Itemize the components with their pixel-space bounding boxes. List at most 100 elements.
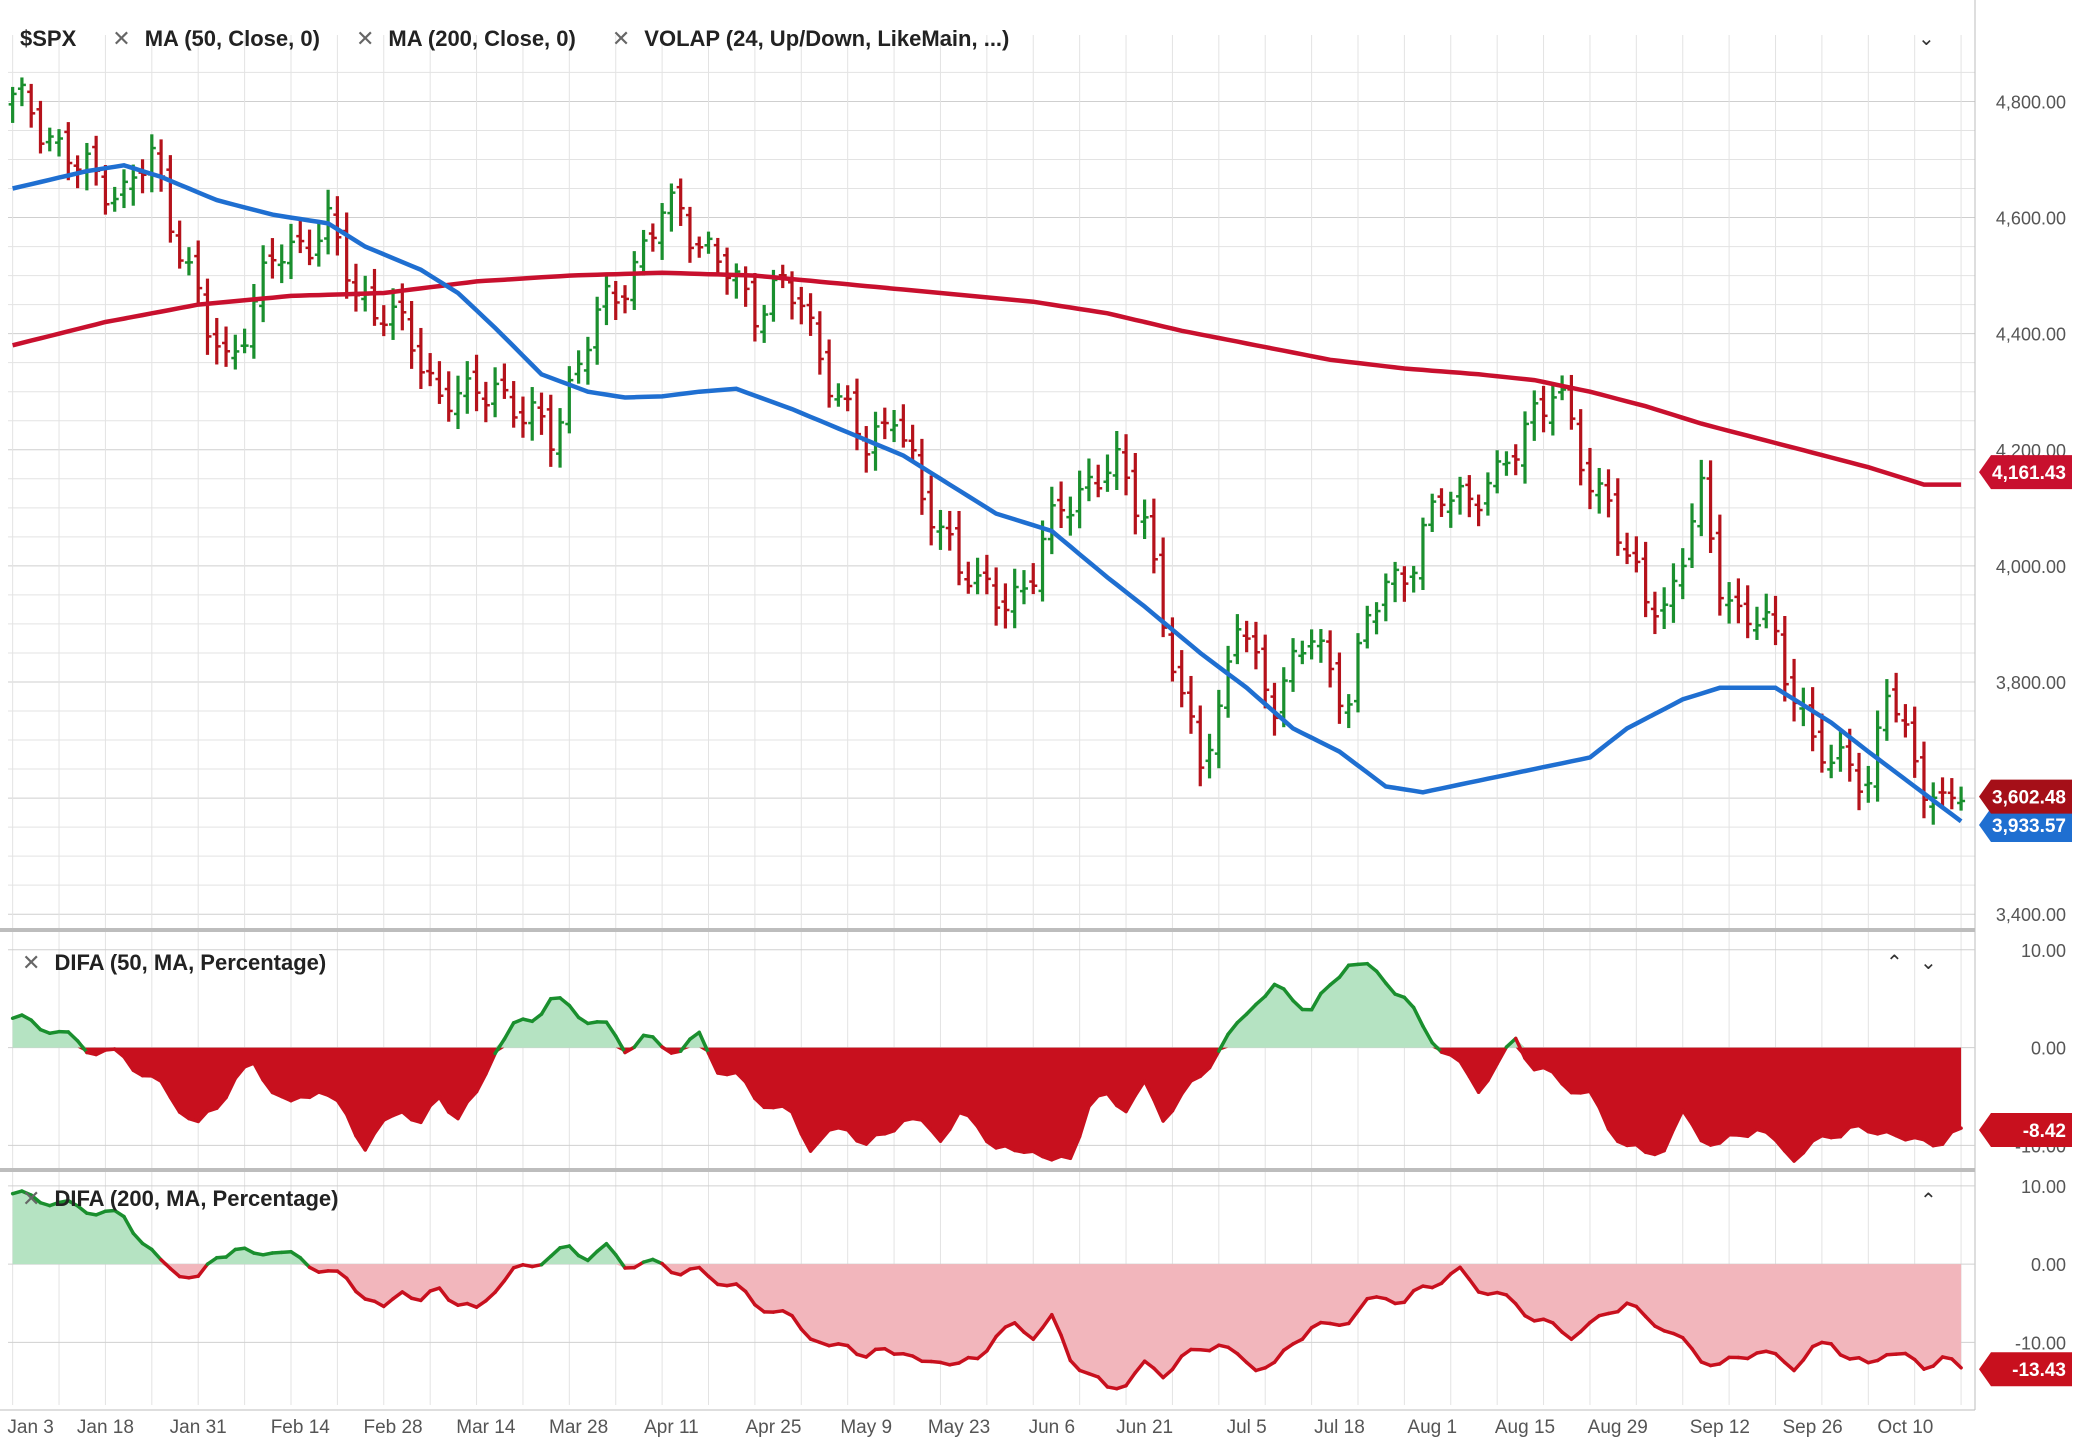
ma50-value-tag-text: 3,933.57 <box>1992 816 2066 837</box>
difa50-line-segment <box>1680 1108 1694 1126</box>
difa200-line-segment <box>131 1231 145 1246</box>
difa50-line-segment <box>419 1103 432 1125</box>
difa200-line-segment <box>75 1204 89 1215</box>
chevron-up-icon[interactable]: ⌃ <box>1886 952 1903 974</box>
y-tick-label: 10.00 <box>2021 1177 2066 1197</box>
x-tick-label: Feb 14 <box>271 1417 331 1438</box>
difa50-line-segment <box>1857 1123 1871 1134</box>
close-icon[interactable]: ✕ <box>611 26 631 51</box>
difa200-line-segment <box>150 1247 163 1262</box>
x-tick-label: Jul 5 <box>1227 1417 1267 1438</box>
difa200-line-segment <box>734 1282 748 1294</box>
difa50-line-segment <box>1105 1091 1119 1108</box>
difa50-line-segment <box>112 1047 126 1059</box>
difa50-line-segment <box>1152 1097 1165 1123</box>
x-tick-label: May 9 <box>840 1417 892 1438</box>
difa50-line-segment <box>892 1118 906 1133</box>
difa50-line-segment <box>233 1065 247 1080</box>
difa200-line-segment <box>1235 1351 1249 1365</box>
difa200-line-segment <box>1551 1321 1564 1334</box>
difa200-line-segment <box>1560 1330 1574 1341</box>
difa200-line-segment <box>864 1347 878 1359</box>
difa200-line-segment <box>446 1298 460 1307</box>
difa200-line-segment <box>168 1266 182 1279</box>
x-tick-label: Sep 26 <box>1783 1417 1843 1438</box>
difa50-line-segment <box>1783 1149 1796 1163</box>
difa50-line-segment <box>1810 1133 1824 1143</box>
ma200-legend-label[interactable]: MA (200, Close, 0) <box>388 26 576 51</box>
difa50-line-segment <box>1207 1049 1221 1070</box>
difa50-line-segment <box>1690 1122 1704 1143</box>
difa200-line-segment <box>289 1249 303 1260</box>
chevron-down-icon[interactable]: ⌄ <box>1918 28 1935 50</box>
chevron-up-icon[interactable]: ⌃ <box>1920 1190 1937 1212</box>
difa200-line-segment <box>910 1354 924 1363</box>
difa50-line-segment <box>1662 1127 1676 1153</box>
difa50-line-segment <box>1411 1005 1425 1028</box>
difa200-line-segment <box>29 1193 43 1205</box>
close-icon[interactable]: ✕ <box>112 26 131 51</box>
difa50-line-segment <box>678 1037 692 1053</box>
difa200-line-segment <box>66 1198 80 1208</box>
difa50-line-segment <box>456 1100 470 1121</box>
difa50-line-segment <box>1718 1133 1731 1145</box>
difa50-line-segment <box>29 1018 43 1032</box>
difa200-line-segment <box>1467 1277 1481 1294</box>
difa200-line-segment <box>372 1299 386 1309</box>
difa200-line-segment <box>196 1262 210 1278</box>
difa50-line-segment <box>576 1015 590 1026</box>
difa200-line-segment <box>743 1289 757 1307</box>
difa50-line-segment <box>1179 1079 1193 1096</box>
difa50-line-segment <box>400 1110 414 1122</box>
close-icon[interactable]: ✕ <box>355 26 375 51</box>
close-icon[interactable]: ✕ <box>22 950 41 975</box>
difa50-line-segment <box>1597 1105 1611 1131</box>
volap-legend-label[interactable]: VOLAP (24, Up/Down, LikeMain, ...) <box>644 26 1010 51</box>
difa50-line-segment <box>1328 975 1342 987</box>
difa50-line-segment <box>660 1045 674 1055</box>
difa200-line-segment <box>1142 1359 1156 1371</box>
difa50-line-segment <box>567 1003 581 1020</box>
x-tick-label: Feb 28 <box>363 1417 422 1438</box>
difa200-line-segment <box>140 1241 154 1252</box>
difa200-line-segment <box>1152 1366 1165 1380</box>
difa50-value-text: -8.42 <box>2023 1121 2066 1142</box>
difa50-line-segment <box>307 1090 321 1100</box>
difa50-label: DIFA (50, MA, Percentage) <box>54 950 327 975</box>
difa200-line-segment <box>1523 1313 1537 1323</box>
chevron-down-icon[interactable]: ⌄ <box>1920 952 1937 974</box>
difa50-line-segment <box>446 1110 460 1121</box>
last-price-tag-text: 3,602.48 <box>1992 788 2066 809</box>
difa200-line-segment <box>474 1299 488 1309</box>
difa200-line-segment <box>1634 1304 1648 1319</box>
difa200-line-segment <box>697 1265 711 1279</box>
difa50-line-segment <box>196 1109 210 1124</box>
difa200-line-segment <box>1161 1367 1175 1380</box>
difa200-line-segment <box>1170 1354 1184 1372</box>
difa200-line-segment <box>1801 1344 1815 1362</box>
ma200-value-tag-text: 4,161.43 <box>1992 463 2066 484</box>
last-price-tag <box>1979 779 2072 814</box>
difa200-line-segment <box>1059 1333 1073 1363</box>
difa50-line-segment <box>651 1035 664 1049</box>
difa50-line-segment <box>1217 1032 1230 1053</box>
difa50-line-segment <box>1476 1078 1490 1094</box>
difa200-line-segment <box>985 1334 998 1353</box>
difa200-line-segment <box>224 1247 238 1259</box>
difa200-line-segment <box>1022 1330 1036 1341</box>
difa200-line-segment <box>975 1349 989 1361</box>
difa50-negative-area <box>12 1047 1962 1162</box>
difa200-line-segment <box>1643 1314 1657 1328</box>
difa200-line-segment <box>845 1343 859 1357</box>
close-icon[interactable]: ✕ <box>22 1186 41 1211</box>
difa200-line-segment <box>539 1254 553 1267</box>
difa200-value-text: -13.43 <box>2012 1360 2066 1381</box>
difa50-line-segment <box>1764 1130 1778 1142</box>
difa200-line-segment <box>586 1249 599 1263</box>
difa50-line-segment <box>177 1110 191 1121</box>
ma50-legend-label[interactable]: MA (50, Close, 0) <box>144 26 320 51</box>
difa50-line-segment <box>20 1013 33 1022</box>
difa200-line-segment <box>1569 1329 1583 1341</box>
difa200-line-segment <box>298 1256 312 1270</box>
